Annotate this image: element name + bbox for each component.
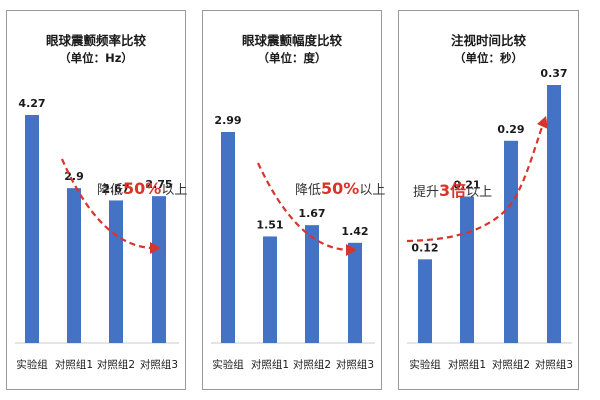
chart-title: 眼球震颤幅度比较	[241, 33, 342, 48]
bar	[25, 115, 39, 343]
bar-value-label: 2.99	[214, 114, 241, 127]
category-label: 对照组2	[97, 358, 135, 371]
bar-value-label: 0.21	[453, 179, 480, 192]
amplitude-chart-panel: 眼球震颤幅度比较 （单位：度） 2.99 实验组 1.51 对照组1 1.67 对照组2 1…	[202, 10, 385, 390]
bar	[221, 132, 235, 343]
fixation-time-chart-panel: 注视时间比较 （单位：秒） 0.12 实验组 0.21 对照组1 0.29 对照组2 0.3…	[398, 10, 579, 390]
bar-value-label: 4.27	[18, 97, 45, 110]
bar-value-label: 0.29	[497, 123, 524, 136]
reduction-annotation: 降低50%以上	[97, 179, 187, 201]
amplitude-chart-svg: 2.99 实验组 1.51 对照组1 1.67 对照组2 1.42 对照组3	[211, 114, 375, 371]
bar	[418, 259, 432, 343]
annotation-highlight: 3倍	[439, 181, 467, 200]
annotation-pre: 降低	[97, 183, 124, 198]
annotation-highlight: 50%	[123, 179, 162, 198]
bar-value-label: 2.75	[145, 178, 172, 191]
annotation-pre: 提升	[413, 185, 440, 200]
trend-arrow	[257, 162, 350, 252]
annotation-post: 以上	[466, 185, 493, 200]
bar	[109, 200, 123, 343]
bar-value-label: 0.12	[411, 241, 438, 254]
bar-value-label: 1.42	[341, 225, 368, 238]
increase-annotation: 提升3倍以上	[413, 181, 492, 203]
bar	[152, 196, 166, 343]
annotation-post: 以上	[359, 183, 386, 198]
trend-arrow	[406, 123, 545, 243]
annotation-pre: 降低	[295, 183, 322, 198]
bar-value-label: 0.37	[540, 67, 567, 80]
bar	[263, 236, 277, 343]
category-label: 对照组3	[336, 358, 374, 371]
frequency-chart-panel: 眼球震颤频率比较 （单位：Hz） 4.27 实验组 2.9 对照组1 2.67 对照组2 2…	[6, 10, 187, 390]
trend-arrow-head	[150, 242, 161, 254]
category-label: 对照组2	[492, 358, 530, 371]
category-label: 对照组3	[140, 358, 178, 371]
chart-unit: （单位：秒）	[454, 51, 523, 65]
chart-unit: （单位：度）	[257, 51, 327, 65]
bar	[67, 188, 81, 343]
fixation-time-chart-svg: 0.12 实验组 0.21 对照组1 0.29 对照组2 0.37 对照组3	[406, 67, 573, 371]
annotation-highlight: 50%	[321, 179, 360, 198]
trend-arrow	[60, 158, 154, 250]
chart-title: 注视时间比较	[450, 33, 526, 48]
bar-value-label: 1.67	[298, 207, 325, 220]
category-label: 实验组	[409, 358, 441, 371]
trend-arrow-head	[346, 244, 357, 256]
chart-title: 眼球震颤频率比较	[45, 33, 146, 48]
bar	[305, 225, 319, 343]
chart-unit: （单位：Hz）	[59, 51, 133, 65]
category-label: 实验组	[212, 358, 244, 371]
category-label: 对照组1	[251, 358, 289, 371]
bar	[348, 242, 362, 343]
bar-value-label: 2.67	[102, 182, 129, 195]
category-label: 对照组1	[448, 358, 486, 371]
category-label: 实验组	[16, 358, 48, 371]
reduction-annotation: 降低50%以上	[295, 179, 385, 201]
trend-arrow-head	[537, 116, 548, 129]
category-label: 对照组2	[293, 358, 331, 371]
bar	[460, 196, 474, 343]
category-label: 对照组1	[55, 358, 93, 371]
annotation-post: 以上	[161, 183, 188, 198]
bar	[547, 85, 561, 343]
bar	[504, 140, 518, 343]
bar-value-label: 1.51	[256, 218, 283, 231]
category-label: 对照组3	[535, 358, 573, 371]
